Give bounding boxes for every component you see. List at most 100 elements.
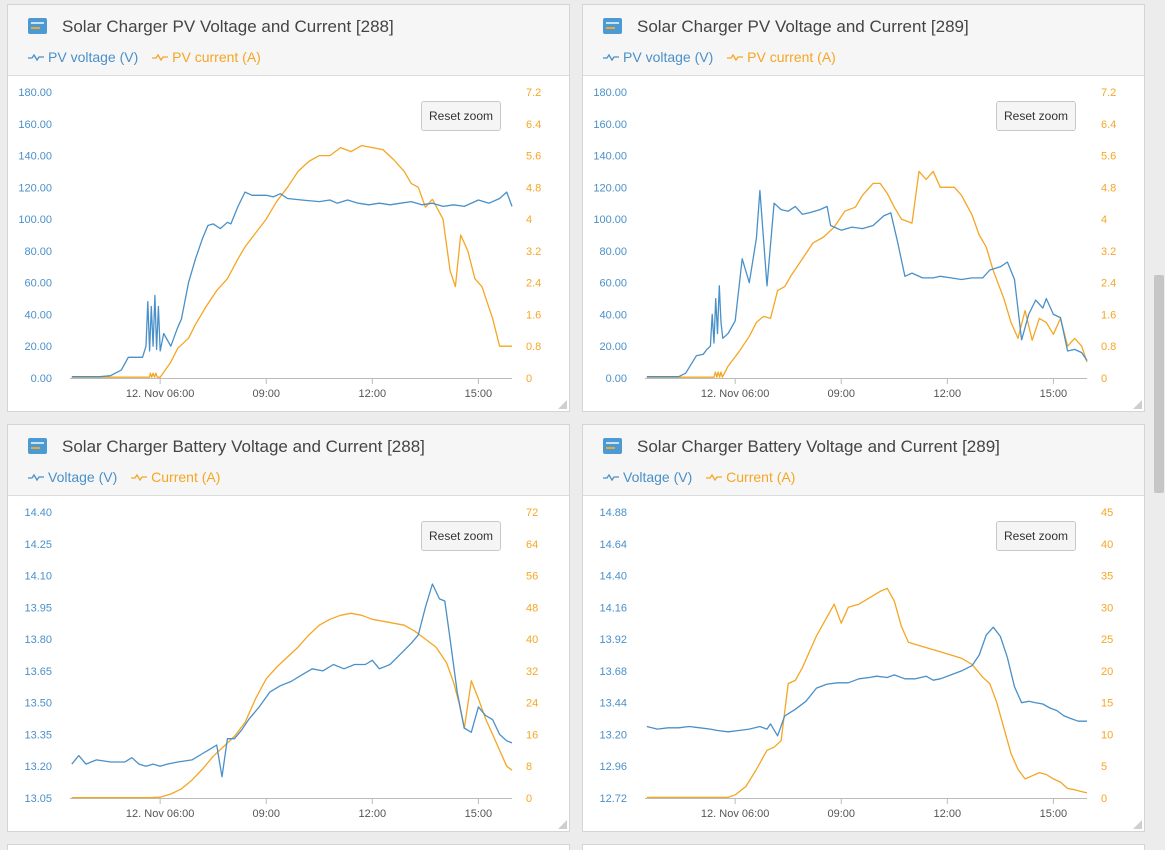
left-axis-tick-label: 13.20 (24, 761, 52, 773)
left-axis-tick-label: 14.16 (599, 602, 627, 614)
line-series-icon (28, 53, 44, 62)
voltage-series-line (646, 189, 1088, 378)
widget-header: Solar Charger PV Voltage and Current [28… (8, 5, 569, 76)
widget-pv-289: Solar Charger PV Voltage and Current [28… (582, 4, 1145, 412)
right-axis-tick-label: 35 (1101, 571, 1113, 583)
x-axis-tick-label: 09:00 (252, 808, 280, 820)
widget-title: Solar Charger PV Voltage and Current [28… (62, 17, 394, 36)
solar-charger-icon (603, 438, 622, 454)
reset-zoom-button[interactable]: Reset zoom (421, 521, 501, 551)
widget-battery-289: Solar Charger Battery Voltage and Curren… (582, 424, 1145, 832)
legend-item-current[interactable]: Current (A) (706, 469, 795, 485)
x-axis-tick-label: 12:00 (359, 388, 387, 400)
legend-item-current[interactable]: PV current (A) (152, 49, 261, 65)
legend-item-voltage[interactable]: Voltage (V) (603, 469, 692, 485)
reset-zoom-button[interactable]: Reset zoom (996, 101, 1076, 131)
left-axis-tick-label: 40.00 (24, 309, 52, 321)
line-series-icon (706, 473, 723, 482)
right-axis-tick-label: 6.4 (526, 119, 541, 131)
left-axis-tick-label: 140.00 (18, 151, 52, 163)
line-chart[interactable]: 13.05 13.20 13.35 13.50 13.65 13.80 13.95 14.10… (8, 495, 571, 831)
right-axis-tick-label: 56 (526, 571, 538, 583)
right-axis-tick-label: 2.4 (526, 278, 541, 290)
current-series-line (71, 612, 513, 799)
chart-legend: PV voltage (V) PV current (A) (603, 49, 846, 65)
left-axis-tick-label: 120.00 (593, 182, 627, 194)
legend-label-voltage: PV voltage (V) (623, 49, 714, 65)
widget-title: Solar Charger Battery Voltage and Curren… (62, 437, 425, 456)
page-scrollbar[interactable] (1154, 275, 1164, 493)
line-series-icon (603, 53, 619, 62)
voltage-series-line (71, 191, 513, 378)
left-axis-tick-label: 13.35 (24, 729, 52, 741)
legend-item-current[interactable]: PV current (A) (727, 49, 836, 65)
left-axis-tick-label: 13.44 (599, 698, 627, 710)
left-axis-tick-label: 80.00 (24, 246, 52, 258)
resize-handle[interactable] (558, 820, 567, 829)
resize-handle[interactable] (1133, 820, 1142, 829)
left-axis-tick-label: 13.65 (24, 666, 52, 678)
widget-header: Solar Charger PV Voltage and Current [28… (583, 5, 1144, 76)
resize-handle[interactable] (1133, 400, 1142, 409)
right-axis-tick-label: 0 (1101, 373, 1107, 385)
legend-label-voltage: Voltage (V) (48, 469, 118, 485)
right-axis-tick-label: 8 (526, 761, 532, 773)
right-axis-tick-label: 1.6 (1101, 309, 1116, 321)
left-axis-tick-label: 180.00 (593, 87, 627, 99)
right-axis-tick-label: 0 (1101, 793, 1107, 805)
left-axis-tick-label: 13.92 (599, 634, 627, 646)
legend-label-voltage: PV voltage (V) (48, 49, 139, 65)
left-axis-tick-label: 100.00 (593, 214, 627, 226)
line-series-icon (131, 473, 148, 482)
left-axis-tick-label: 14.40 (24, 507, 52, 519)
chart-legend: Voltage (V) Current (A) (28, 469, 230, 485)
solar-charger-icon (28, 438, 47, 454)
reset-zoom-button[interactable]: Reset zoom (421, 101, 501, 131)
x-axis-tick-label: 15:00 (465, 388, 493, 400)
right-axis-tick-label: 40 (526, 634, 538, 646)
left-axis-tick-label: 12.72 (599, 793, 627, 805)
right-axis-tick-label: 7.2 (1101, 87, 1116, 99)
line-chart[interactable]: 12.72 12.96 13.20 13.44 13.68 13.92 14.16 14.40… (583, 495, 1146, 831)
right-axis-tick-label: 16 (526, 729, 538, 741)
legend-item-voltage[interactable]: PV voltage (V) (603, 49, 713, 65)
legend-item-voltage[interactable]: Voltage (V) (28, 469, 117, 485)
x-axis-tick-label: 09:00 (827, 388, 855, 400)
legend-item-voltage[interactable]: PV voltage (V) (28, 49, 138, 65)
right-axis-tick-label: 32 (526, 666, 538, 678)
right-axis-tick-label: 7.2 (526, 87, 541, 99)
next-widget-edge (582, 844, 1145, 850)
legend-item-current[interactable]: Current (A) (131, 469, 220, 485)
left-axis-tick-label: 13.20 (599, 729, 627, 741)
widget-header: Solar Charger Battery Voltage and Curren… (8, 425, 569, 496)
right-axis-tick-label: 24 (526, 698, 538, 710)
line-chart[interactable]: 0.00 20.00 40.00 60.00 80.00 100.00 120.00 140.… (583, 75, 1146, 411)
x-axis-tick-label: 09:00 (827, 808, 855, 820)
chart-legend: PV voltage (V) PV current (A) (28, 49, 271, 65)
left-axis-tick-label: 13.80 (24, 634, 52, 646)
left-axis-tick-label: 20.00 (599, 341, 627, 353)
left-axis-tick-label: 160.00 (593, 119, 627, 131)
resize-handle[interactable] (558, 400, 567, 409)
left-axis-tick-label: 0.00 (606, 373, 627, 385)
right-axis-tick-label: 4.8 (1101, 182, 1116, 194)
next-widget-edge (7, 844, 570, 850)
x-axis-tick-label: 09:00 (252, 388, 280, 400)
legend-label-current: PV current (A) (747, 49, 836, 65)
left-axis-tick-label: 180.00 (18, 87, 52, 99)
solar-charger-icon (28, 18, 47, 34)
reset-zoom-button[interactable]: Reset zoom (996, 521, 1076, 551)
current-series-line (646, 170, 1088, 378)
x-axis-tick-label: 12:00 (934, 808, 962, 820)
right-axis-tick-label: 3.2 (526, 246, 541, 258)
line-chart[interactable]: 0.00 20.00 40.00 60.00 80.00 100.00 120.00 140.… (8, 75, 571, 411)
widget-pv-288: Solar Charger PV Voltage and Current [28… (7, 4, 570, 412)
right-axis-tick-label: 48 (526, 602, 538, 614)
left-axis-tick-label: 13.05 (24, 793, 52, 805)
right-axis-tick-label: 30 (1101, 602, 1113, 614)
right-axis-tick-label: 25 (1101, 634, 1113, 646)
right-axis-tick-label: 1.6 (526, 309, 541, 321)
right-axis-tick-label: 4 (1101, 214, 1107, 226)
voltage-series-line (71, 583, 513, 778)
left-axis-tick-label: 120.00 (18, 182, 52, 194)
